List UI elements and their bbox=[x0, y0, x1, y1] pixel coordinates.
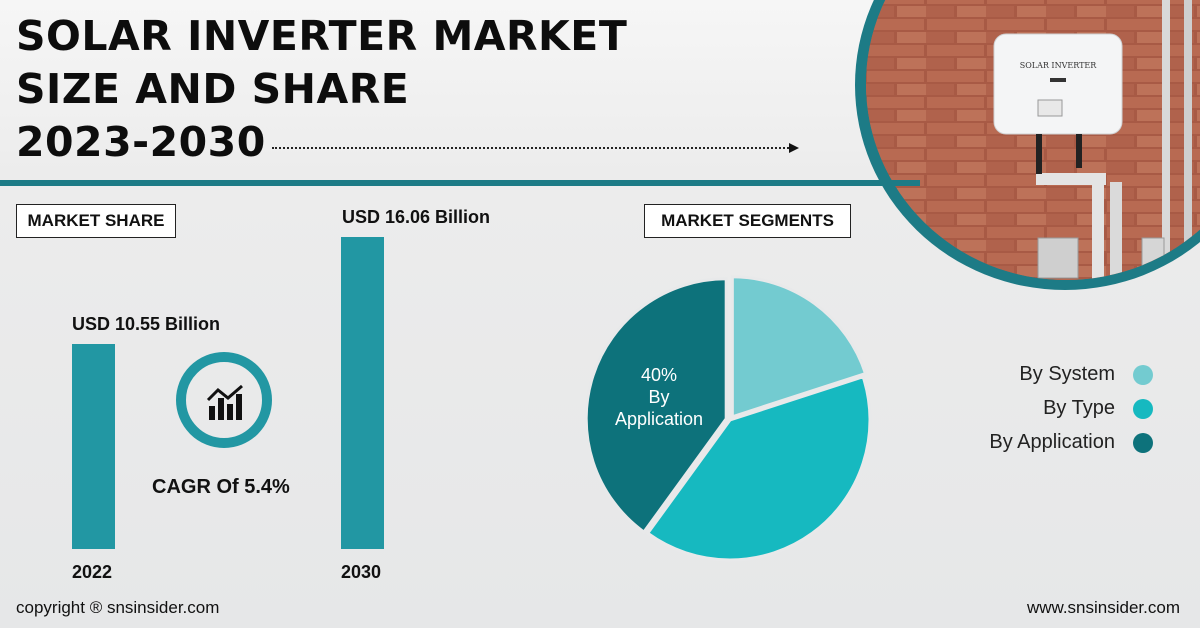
title-dotted-line bbox=[272, 147, 792, 149]
legend-label-type: By Type bbox=[1043, 397, 1115, 419]
inverter-label: SOLAR INVERTER bbox=[1020, 61, 1098, 70]
bar-2030 bbox=[341, 237, 384, 549]
copyright-text: copyright ® snsinsider.com bbox=[16, 598, 220, 617]
title-line-2: SIZE AND SHARE bbox=[16, 65, 410, 113]
legend-label-application: By Application bbox=[989, 431, 1115, 453]
title-line-3: 2023-2030 bbox=[16, 118, 266, 166]
pie-annotation-percent: 40% bbox=[640, 365, 678, 385]
title-line-1: SOLAR INVERTER MARKET bbox=[16, 12, 628, 60]
inverter-photo: SOLAR INVERTER bbox=[866, 0, 1200, 280]
header-divider bbox=[0, 180, 920, 186]
bar-label-2022: USD 10.55 Billion bbox=[72, 314, 221, 334]
cagr-label: CAGR Of 5.4% bbox=[152, 476, 290, 498]
legend-label-system: By System bbox=[1019, 363, 1115, 385]
pie-annotation: 40% By Application bbox=[600, 364, 718, 430]
legend-item-type: By Type bbox=[1043, 397, 1153, 420]
legend-item-system: By System bbox=[1019, 363, 1153, 386]
segments-pie-chart bbox=[584, 275, 872, 562]
pie-slice-by-system bbox=[730, 275, 868, 419]
growth-chart-icon bbox=[206, 384, 243, 420]
legend-swatch-application bbox=[1133, 432, 1153, 453]
market-share-heading: MARKET SHARE bbox=[16, 204, 176, 238]
bar-label-2030: USD 16.06 Billion bbox=[342, 207, 491, 227]
legend-swatch-type bbox=[1133, 398, 1153, 419]
pie-annotation-line2: Application bbox=[614, 409, 704, 429]
market-segments-heading: MARKET SEGMENTS bbox=[644, 204, 851, 238]
pie-annotation-line1: By bbox=[648, 387, 670, 407]
legend-swatch-system bbox=[1133, 364, 1153, 385]
website-link[interactable]: www.snsinsider.com bbox=[1026, 598, 1180, 617]
cagr-ring bbox=[176, 352, 272, 448]
bar-category-2022: 2022 bbox=[72, 562, 113, 582]
pie-slice-by-type bbox=[645, 374, 872, 562]
title-arrow-icon bbox=[789, 143, 799, 153]
bar-2022 bbox=[72, 344, 115, 549]
page-title: SOLAR INVERTER MARKET SIZE AND SHARE 202… bbox=[16, 10, 627, 169]
bar-category-2030: 2030 bbox=[341, 562, 382, 582]
legend-item-application: By Application bbox=[989, 431, 1153, 454]
pie-slice-by-application bbox=[584, 277, 728, 535]
